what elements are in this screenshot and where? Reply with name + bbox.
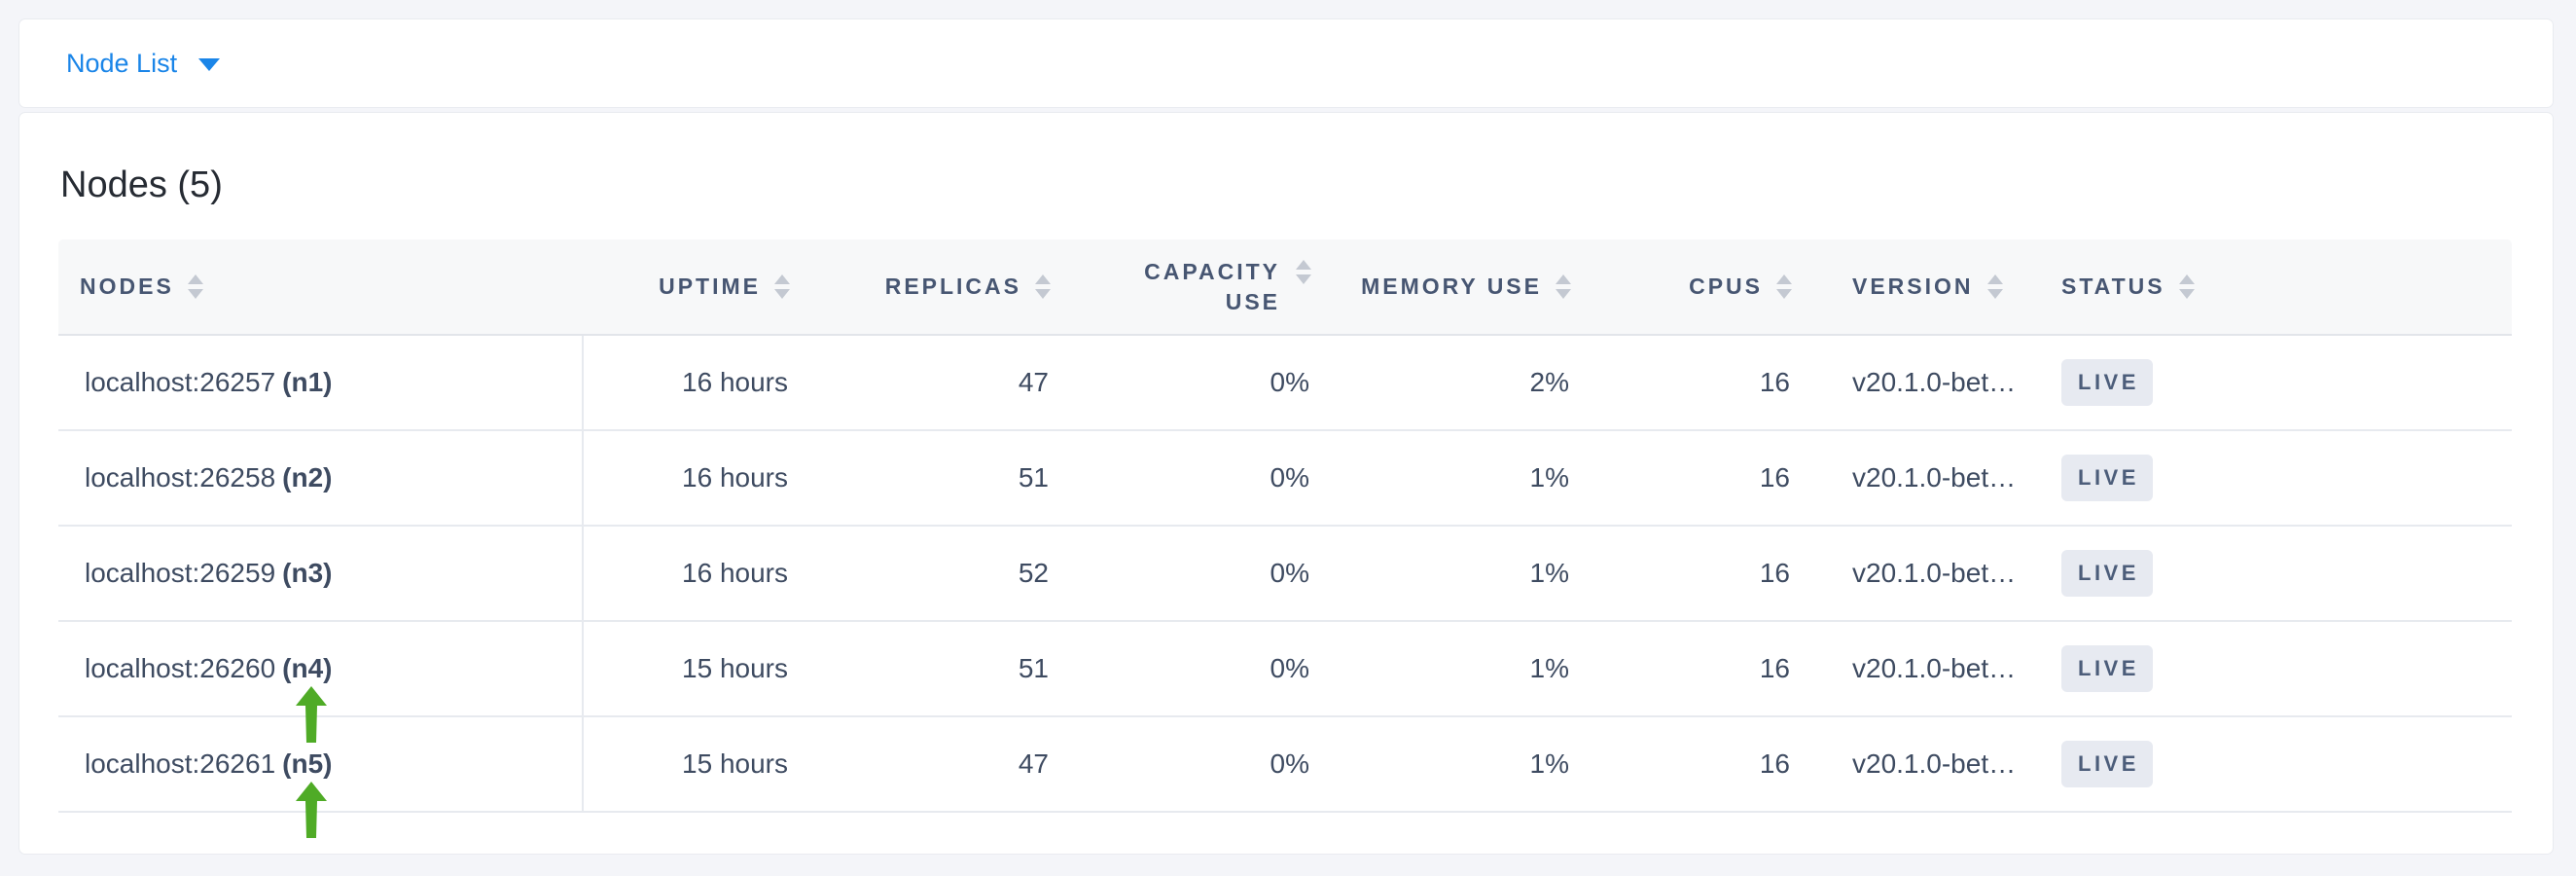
table-row: localhost:26259 (n3) 16 hours 52 0% 1% 16… (58, 527, 2512, 622)
table-row: localhost:26261 (n5) 15 hours 47 0% 1% 16… (58, 717, 2512, 838)
version-cell: v20.1.0-bet… (1802, 431, 2045, 527)
node-address[interactable]: localhost:26261 (85, 748, 276, 779)
replicas-cell: 51 (800, 622, 1060, 717)
column-header-label: MEMORY USE (1361, 274, 1542, 299)
node-id: (n2) (282, 462, 333, 493)
memory-use-cell: 1% (1321, 717, 1581, 813)
column-header-label: UPTIME (659, 274, 761, 299)
sort-icon[interactable] (1986, 274, 2003, 299)
replicas-cell: 51 (800, 431, 1060, 527)
status-cell: LIVE (2045, 527, 2512, 622)
view-selector-bar: Node List (19, 19, 2553, 107)
cpus-cell: 16 (1581, 527, 1802, 622)
uptime-cell: 15 hours (584, 622, 800, 717)
replicas-cell: 47 (800, 717, 1060, 813)
nodes-table: NODES UPTIME REPLICAS (58, 239, 2512, 838)
column-header-label: CAPACITY USE (1144, 258, 1280, 314)
column-header-version[interactable]: VERSION (1802, 239, 2045, 336)
sort-icon[interactable] (1035, 274, 1051, 299)
version-cell: v20.1.0-bet… (1802, 336, 2045, 431)
cpus-cell: 16 (1581, 431, 1802, 527)
column-header-replicas[interactable]: REPLICAS (800, 239, 1060, 336)
status-cell: LIVE (2045, 717, 2512, 813)
column-header-label: VERSION (1852, 274, 1974, 299)
caret-down-icon (198, 58, 221, 71)
column-header-label: STATUS (2061, 274, 2165, 299)
status-badge: LIVE (2061, 359, 2153, 406)
nodes-panel: Nodes (5) NODES UPTIME (19, 113, 2553, 854)
cpus-cell: 16 (1581, 717, 1802, 813)
node-address[interactable]: localhost:26260 (85, 653, 276, 683)
node-id: (n4) (282, 653, 333, 683)
sort-icon[interactable] (2178, 274, 2195, 299)
node-list-dropdown-label: Node List (66, 48, 178, 78)
uptime-cell: 16 hours (584, 431, 800, 527)
node-address-cell: localhost:26261 (n5) (58, 717, 584, 838)
node-address-cell: localhost:26258 (n2) (58, 431, 584, 527)
node-id: (n5) (282, 748, 333, 779)
column-header-capacity-use[interactable]: CAPACITY USE (1060, 239, 1321, 336)
status-cell: LIVE (2045, 431, 2512, 527)
cpus-cell: 16 (1581, 336, 1802, 431)
status-cell: LIVE (2045, 336, 2512, 431)
table-row: localhost:26257 (n1) 16 hours 47 0% 2% 16… (58, 336, 2512, 431)
table-header-row: NODES UPTIME REPLICAS (58, 239, 2512, 336)
uptime-cell: 16 hours (584, 527, 800, 622)
node-address-cell: localhost:26260 (n4) (58, 622, 584, 743)
page-title: Nodes (5) (60, 164, 223, 205)
replicas-cell: 52 (800, 527, 1060, 622)
capacity-use-cell: 0% (1060, 431, 1321, 527)
table-row: localhost:26260 (n4) 15 hours 51 0% 1% 16… (58, 622, 2512, 743)
column-header-label: NODES (80, 274, 174, 299)
status-badge: LIVE (2061, 550, 2153, 597)
table-row: localhost:26258 (n2) 16 hours 51 0% 1% 16… (58, 431, 2512, 527)
column-header-label: CPUS (1689, 274, 1763, 299)
capacity-use-cell: 0% (1060, 622, 1321, 717)
node-list-dropdown[interactable]: Node List (66, 48, 221, 78)
cpus-cell: 16 (1581, 622, 1802, 717)
node-address[interactable]: localhost:26258 (85, 462, 276, 493)
version-cell: v20.1.0-bet… (1802, 717, 2045, 813)
column-header-label: REPLICAS (884, 274, 1021, 299)
node-address-cell: localhost:26259 (n3) (58, 527, 584, 622)
memory-use-cell: 1% (1321, 622, 1581, 717)
sort-icon[interactable] (187, 274, 203, 299)
memory-use-cell: 1% (1321, 527, 1581, 622)
capacity-use-cell: 0% (1060, 717, 1321, 813)
node-address-cell: localhost:26257 (n1) (58, 336, 584, 431)
capacity-use-cell: 0% (1060, 527, 1321, 622)
uptime-cell: 15 hours (584, 717, 800, 813)
column-header-memory-use[interactable]: MEMORY USE (1321, 239, 1581, 336)
uptime-cell: 16 hours (584, 336, 800, 431)
column-header-uptime[interactable]: UPTIME (584, 239, 800, 336)
sort-icon[interactable] (1556, 274, 1571, 299)
node-address[interactable]: localhost:26257 (85, 367, 276, 397)
status-badge: LIVE (2061, 645, 2153, 692)
status-badge: LIVE (2061, 455, 2153, 501)
memory-use-cell: 2% (1321, 336, 1581, 431)
status-cell: LIVE (2045, 622, 2512, 717)
sort-icon[interactable] (1776, 274, 1792, 299)
column-header-status[interactable]: STATUS (2045, 239, 2512, 336)
node-address[interactable]: localhost:26259 (85, 558, 276, 588)
version-cell: v20.1.0-bet… (1802, 527, 2045, 622)
replicas-cell: 47 (800, 336, 1060, 431)
status-badge: LIVE (2061, 741, 2153, 787)
column-header-nodes[interactable]: NODES (58, 239, 584, 336)
memory-use-cell: 1% (1321, 431, 1581, 527)
version-cell: v20.1.0-bet… (1802, 622, 2045, 717)
node-id: (n3) (282, 558, 333, 588)
node-id: (n1) (282, 367, 333, 397)
sort-icon[interactable] (774, 274, 790, 299)
sort-icon[interactable] (1296, 259, 1311, 284)
column-header-cpus[interactable]: CPUS (1581, 239, 1802, 336)
capacity-use-cell: 0% (1060, 336, 1321, 431)
green-up-arrow-icon (296, 782, 327, 838)
